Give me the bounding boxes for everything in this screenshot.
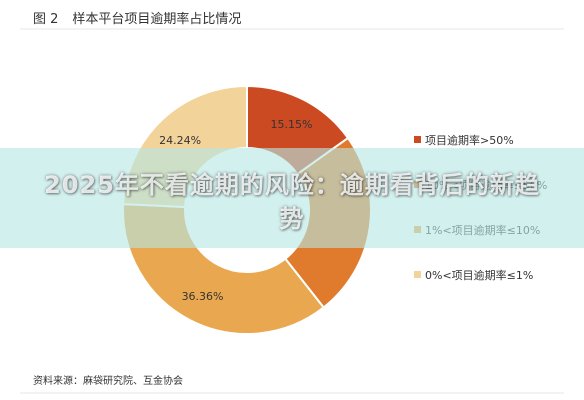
figure-number: 图 2	[33, 12, 59, 27]
legend-label: 项目逾期率>50%	[425, 134, 514, 147]
source-note: 资料来源：麻袋研究院、互金协会	[33, 376, 183, 387]
overlay-headline: 2025年不看逾期的风险：逾期看背后的新趋势	[44, 171, 540, 233]
slice-value-label: 15.15%	[270, 118, 312, 131]
slice-value-label: 24.24%	[159, 134, 201, 147]
footer-divider	[20, 392, 564, 394]
slice-value-label: 36.36%	[182, 290, 224, 303]
legend-swatch	[414, 136, 421, 143]
figure-title-text: 样本平台项目逾期率占比情况	[72, 12, 242, 27]
header-divider	[20, 28, 564, 30]
legend-label: 0%<项目逾期率≤1%	[425, 269, 534, 282]
legend-swatch	[414, 271, 421, 278]
figure-title: 图 2 样本平台项目逾期率占比情况	[33, 8, 241, 27]
overlay-banner	[0, 148, 584, 248]
